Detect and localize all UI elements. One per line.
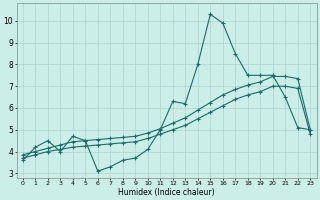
X-axis label: Humidex (Indice chaleur): Humidex (Indice chaleur) — [118, 188, 215, 197]
